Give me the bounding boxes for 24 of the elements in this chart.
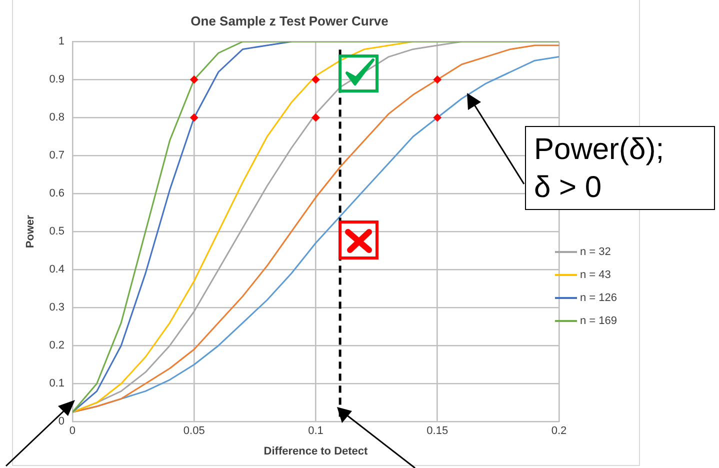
legend-label: n = 43 (580, 268, 611, 280)
y-axis-title: Power (24, 214, 37, 248)
chart-title: One Sample z Test Power Curve (190, 13, 388, 28)
y-tick-label: 0.8 (49, 112, 64, 124)
x-tick-label: 0.2 (551, 425, 567, 438)
y-tick-label: 1 (58, 36, 64, 48)
x-axis-title: Difference to Detect (264, 445, 368, 458)
x-tick-label: 0.05 (183, 425, 205, 438)
x-tick-label: 0.1 (308, 425, 324, 438)
y-tick-label: 0.3 (49, 302, 64, 314)
legend-label: n = 32 (580, 246, 611, 258)
y-tick-label: 0.9 (49, 74, 64, 86)
y-tick-label: 0 (58, 416, 64, 428)
x-tick-label: 0.15 (426, 425, 448, 438)
y-tick-label: 0.6 (49, 188, 64, 200)
legend-label: n = 126 (580, 292, 618, 304)
y-tick-label: 0.4 (49, 264, 64, 276)
x-tick-label: 0 (69, 425, 76, 438)
y-tick-label: 0.1 (49, 378, 64, 390)
annotation: Power(δ); δ > 0 (534, 132, 666, 206)
legend-label: n = 169 (580, 314, 618, 326)
y-tick-label: 0.7 (49, 150, 64, 162)
y-tick-label: 0.2 (49, 340, 64, 352)
y-tick-label: 0.5 (49, 226, 64, 238)
